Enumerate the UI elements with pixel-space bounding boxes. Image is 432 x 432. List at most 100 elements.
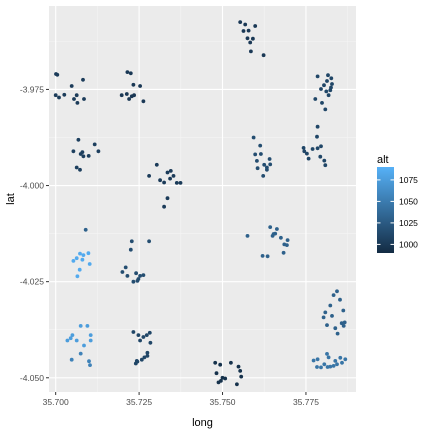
y-axis-title: lat — [5, 193, 17, 205]
data-point — [315, 134, 319, 139]
data-point — [268, 162, 273, 167]
data-point — [328, 364, 333, 369]
data-point — [255, 159, 259, 163]
data-point — [148, 340, 153, 345]
data-point — [219, 379, 223, 383]
data-point — [78, 324, 83, 328]
data-point — [78, 351, 83, 356]
data-point — [80, 150, 85, 155]
data-point — [318, 154, 323, 159]
data-point — [235, 382, 239, 387]
data-point — [275, 227, 279, 231]
data-point — [302, 149, 307, 154]
data-point — [322, 83, 326, 88]
data-point — [68, 336, 73, 341]
grid-minor — [49, 6, 356, 392]
data-point — [147, 239, 152, 244]
data-point — [326, 73, 330, 78]
data-point — [88, 363, 92, 367]
data-point — [214, 371, 219, 376]
data-point — [77, 267, 82, 272]
data-point — [265, 167, 269, 172]
data-point — [251, 135, 256, 140]
color-legend: alt 1000 1025 1050 1075 — [377, 154, 418, 253]
data-point — [253, 24, 258, 28]
data-point — [92, 142, 97, 147]
data-point — [268, 225, 273, 230]
data-point — [255, 166, 260, 171]
data-point — [168, 169, 173, 173]
data-point — [323, 310, 328, 315]
data-point — [88, 338, 93, 343]
data-point — [78, 167, 82, 172]
data-point — [261, 53, 266, 58]
data-point — [223, 376, 228, 381]
data-point — [339, 321, 344, 326]
data-point — [71, 149, 76, 154]
data-point — [315, 146, 320, 151]
data-point — [88, 333, 93, 337]
data-point — [134, 359, 139, 363]
data-point — [315, 357, 320, 362]
data-point — [75, 101, 80, 105]
data-point — [125, 70, 130, 74]
data-point — [315, 124, 320, 129]
legend-label: 1075 — [399, 175, 418, 185]
data-point — [273, 231, 278, 236]
y-tick-label: -4.025 — [20, 277, 44, 287]
data-point — [319, 87, 323, 91]
data-point — [131, 330, 136, 334]
data-point — [306, 156, 311, 161]
data-point — [147, 174, 152, 178]
data-point — [311, 358, 316, 363]
y-tick-label: -4.000 — [20, 181, 44, 191]
data-point — [74, 93, 79, 98]
data-point — [78, 251, 82, 256]
data-point — [81, 154, 86, 159]
data-point — [142, 355, 147, 360]
data-point — [262, 162, 267, 167]
x-tick-label: 35.775 — [293, 397, 319, 407]
data-point — [145, 350, 150, 355]
y-axis: -3.975 -4.000 -4.025 -4.050 — [20, 84, 49, 383]
data-point — [320, 101, 324, 105]
data-points — [53, 20, 348, 387]
data-point — [259, 152, 263, 156]
data-point — [131, 82, 136, 87]
data-point — [322, 158, 327, 163]
legend-label: 1050 — [399, 196, 418, 206]
data-point — [319, 365, 323, 370]
data-point — [279, 235, 283, 240]
data-point — [141, 99, 146, 104]
data-point — [138, 84, 143, 88]
data-point — [70, 333, 75, 337]
data-point — [154, 162, 159, 167]
data-point — [81, 77, 85, 82]
data-point — [82, 97, 86, 101]
grid-major — [49, 6, 356, 392]
data-point — [128, 71, 133, 76]
data-point — [238, 20, 243, 24]
data-point — [174, 181, 179, 185]
data-point — [57, 95, 61, 100]
x-tick-label: 35.725 — [126, 397, 152, 407]
data-point — [338, 355, 343, 360]
data-point — [96, 149, 101, 154]
data-point — [127, 97, 131, 101]
data-point — [134, 271, 139, 276]
data-point — [260, 254, 265, 258]
data-point — [168, 176, 173, 181]
data-point — [74, 338, 79, 343]
data-point — [139, 357, 144, 362]
data-point — [261, 174, 266, 178]
data-point — [335, 289, 339, 294]
data-point — [341, 308, 346, 313]
data-point — [246, 28, 251, 33]
data-point — [141, 273, 146, 277]
data-point — [87, 262, 92, 266]
data-point — [258, 143, 263, 148]
data-point — [251, 36, 255, 41]
data-point — [171, 174, 176, 178]
data-point — [329, 76, 334, 81]
data-point — [326, 355, 331, 360]
